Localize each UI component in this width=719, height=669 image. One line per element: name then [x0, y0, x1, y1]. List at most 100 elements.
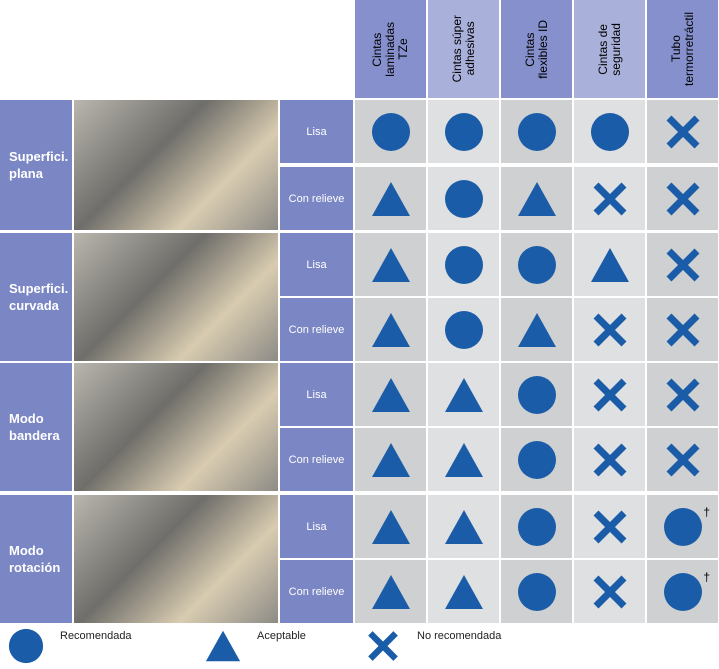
symbol-cross [666, 313, 699, 346]
photo [74, 100, 278, 230]
symbol-circle [517, 572, 556, 611]
legend-label: Aceptable [257, 630, 306, 642]
symbol-triangle [444, 377, 483, 412]
cell [428, 363, 499, 426]
group-label: Modo bandera [0, 363, 72, 491]
symbol-cross [368, 631, 398, 661]
symbol-circle [517, 375, 556, 414]
symbol-triangle [371, 377, 410, 412]
cell [428, 560, 499, 623]
symbol-circle [517, 440, 556, 479]
symbol-triangle [371, 181, 410, 216]
symbol-circle [444, 310, 483, 349]
column-header: Cintas flexibles ID [501, 0, 572, 98]
symbol-triangle [517, 181, 556, 216]
symbol-cross [593, 575, 626, 608]
row-label: Con relieve [280, 298, 353, 361]
legend-label: Recomendada [60, 630, 132, 642]
symbol-circle [8, 628, 44, 664]
symbol-cross [666, 378, 699, 411]
symbol-triangle [590, 247, 629, 282]
cell [355, 495, 426, 558]
row-label: Lisa [280, 100, 353, 163]
row-label: Con relieve [280, 167, 353, 230]
legend-item: Aceptable [205, 626, 405, 666]
symbol-triangle [371, 247, 410, 282]
cell [574, 363, 645, 426]
cell: † [647, 560, 718, 623]
symbol-cross [666, 115, 699, 148]
row-label: Con relieve [280, 560, 353, 623]
cell [355, 100, 426, 163]
row-label: Lisa [280, 363, 353, 426]
cell [355, 428, 426, 491]
cell [574, 100, 645, 163]
symbol-triangle [371, 509, 410, 544]
cell [355, 560, 426, 623]
cell [574, 298, 645, 361]
symbol-circle [371, 112, 410, 151]
symbol-triangle [371, 442, 410, 477]
row-label: Con relieve [280, 428, 353, 491]
symbol-triangle [444, 574, 483, 609]
cell: † [647, 495, 718, 558]
symbol-triangle [444, 509, 483, 544]
cell [501, 167, 572, 230]
cell [501, 100, 572, 163]
cell [501, 233, 572, 296]
symbol-triangle [517, 312, 556, 347]
symbol-cross [666, 443, 699, 476]
cell [355, 298, 426, 361]
group-label: Superfici. curvada [0, 233, 72, 361]
symbol-cross [593, 378, 626, 411]
legend-label: No recomendada [417, 630, 502, 642]
symbol-triangle [205, 630, 241, 662]
symbol-circle [517, 507, 556, 546]
symbol-circle [517, 245, 556, 284]
cell [355, 363, 426, 426]
symbol-cross [593, 510, 626, 543]
cell [647, 428, 718, 491]
cell [574, 233, 645, 296]
row-label: Lisa [280, 233, 353, 296]
symbol-circle [590, 112, 629, 151]
cell [355, 167, 426, 230]
cell [501, 298, 572, 361]
cell [428, 495, 499, 558]
column-header: Tubo termorretráctil [647, 0, 718, 98]
symbol-cross [666, 248, 699, 281]
legend-item: Recomendada [8, 626, 208, 666]
cell [428, 428, 499, 491]
cell [574, 428, 645, 491]
cell [428, 100, 499, 163]
cell [574, 495, 645, 558]
symbol-circle [663, 572, 702, 611]
cell [501, 363, 572, 426]
symbol-cross [666, 182, 699, 215]
group-label: Modo rotación [0, 495, 72, 623]
symbol-triangle [371, 574, 410, 609]
symbol-circle [517, 112, 556, 151]
legend-item: No recomendada [365, 626, 565, 666]
symbol-circle [663, 507, 702, 546]
symbol-triangle [371, 312, 410, 347]
cell [428, 167, 499, 230]
column-header-text: Cintas laminadas TZe [370, 21, 410, 77]
column-header: Cintas laminadas TZe [355, 0, 426, 98]
symbol-circle [444, 245, 483, 284]
footnote-mark: † [703, 505, 710, 519]
cell [647, 298, 718, 361]
cell [647, 233, 718, 296]
cell [501, 560, 572, 623]
cell [501, 428, 572, 491]
cell [574, 560, 645, 623]
cell [428, 233, 499, 296]
column-header-text: Cintas de seguridad [595, 22, 623, 76]
cell [355, 233, 426, 296]
photo [74, 363, 278, 491]
column-header: Cintas de seguridad [574, 0, 645, 98]
column-header: Cintas súper adhesivas [428, 0, 499, 98]
symbol-triangle [444, 442, 483, 477]
cell [647, 100, 718, 163]
